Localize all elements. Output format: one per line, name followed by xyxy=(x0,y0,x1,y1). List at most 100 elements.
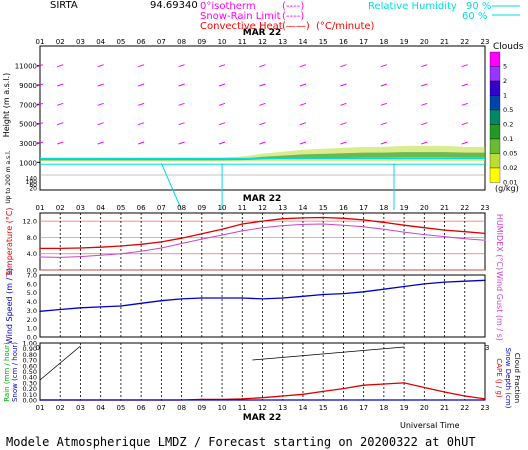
p4-ytick-0.70: 0.70 xyxy=(23,357,37,365)
p2-hour-10: 10 xyxy=(218,204,227,212)
p2-point xyxy=(322,223,324,225)
p1-ytick-11000: 11000 xyxy=(15,63,37,71)
p4-ytick-0.60: 0.60 xyxy=(23,362,37,370)
p1-wind-barb xyxy=(57,141,64,145)
p4-ytick-0.00: 0.00 xyxy=(23,397,37,405)
p1-ytick-low-20: 20 xyxy=(29,186,37,193)
p2-point xyxy=(484,232,486,235)
p2-point xyxy=(201,238,203,240)
p2-hour-18: 18 xyxy=(379,204,388,212)
p4-hour-bottom-13: 13 xyxy=(278,404,287,412)
p3-point xyxy=(120,305,122,307)
p4-hour-bottom-11: 11 xyxy=(238,404,247,412)
p1-wind-barb xyxy=(380,102,388,106)
p4-diag-line-2 xyxy=(252,346,405,361)
p1-wind-barb xyxy=(137,102,145,106)
legend-rh-label: Relative Humidity xyxy=(368,1,457,12)
p1-hour-top-17: 17 xyxy=(359,38,368,46)
p2-point xyxy=(362,226,365,228)
p4-hour-bottom-19: 19 xyxy=(400,404,409,412)
p4-ytick-0.90: 0.90 xyxy=(23,345,37,353)
clouds-legend-title: Clouds xyxy=(493,42,524,52)
p1-wind-barb xyxy=(461,122,468,126)
p1-wind-barb xyxy=(421,83,428,87)
p2-hour-16: 16 xyxy=(339,204,348,212)
legend-snow-rain-sym: (----) xyxy=(282,11,304,22)
header: SIRTA 94.69340 0°isotherm (----) Snow-Ra… xyxy=(50,0,520,32)
p4-date-bottom: MAR 22 xyxy=(243,413,282,423)
p4-point xyxy=(443,391,446,393)
legend-isotherm: 0°isotherm xyxy=(200,1,256,12)
p1-wind-barb xyxy=(340,102,347,106)
p3-series-wind-speed xyxy=(39,279,486,312)
p1-wind-barb xyxy=(340,141,347,145)
p1-wind-barb xyxy=(218,64,226,68)
clouds-legend-level-0.2: 0.2 xyxy=(503,121,513,129)
p2-series-temperature xyxy=(40,216,486,250)
p1-hour-top-14: 14 xyxy=(298,38,307,46)
legend-snow-rain: Snow-Rain Limit xyxy=(200,11,281,22)
model-caption: Modele Atmospherique LMDZ / Forecast sta… xyxy=(6,435,476,449)
p1-wind-barb xyxy=(259,141,266,145)
p2-series-humidex xyxy=(39,223,486,258)
p1-hour-top-11: 11 xyxy=(238,38,247,46)
p2-hour-09: 09 xyxy=(197,204,206,212)
p1-hour-top-02: 02 xyxy=(56,38,65,46)
p2-ytick-8.0: 8.0 xyxy=(27,234,37,242)
p2-hour-02: 02 xyxy=(56,204,65,212)
p2-hour-03: 03 xyxy=(76,204,85,212)
p4-point xyxy=(484,398,486,400)
clouds-legend-swatch-1 xyxy=(489,66,501,82)
p4-ytick-0.10: 0.10 xyxy=(23,391,37,399)
p1-wind-barb xyxy=(178,141,185,145)
p1-wind-barb xyxy=(97,122,104,126)
p3-ytick-0.0: 0.0 xyxy=(27,334,37,342)
clouds-legend-swatch-5 xyxy=(489,124,501,140)
p2-point xyxy=(160,241,163,243)
site-name: SIRTA xyxy=(50,0,78,11)
p2-hour-12: 12 xyxy=(258,204,267,212)
clouds-legend-unit: (g/kg) xyxy=(495,184,519,193)
p1-wind-barb xyxy=(421,122,428,126)
clouds-legend-swatch-8 xyxy=(489,167,501,183)
p1-ytick-7000: 7000 xyxy=(19,101,37,109)
p2-point xyxy=(362,219,365,221)
p4-hour-bottom-08: 08 xyxy=(177,404,186,412)
p2-hour-22: 22 xyxy=(460,204,469,212)
p3-point xyxy=(362,291,365,293)
p4-hour-bottom-04: 04 xyxy=(96,404,105,412)
p2-point xyxy=(79,247,82,249)
clouds-legend: Clouds (g/kg) 5 2 1 0.5 0.2 0.1 0.05 0.02 0.01 xyxy=(489,42,524,193)
p1-wind-barb xyxy=(218,83,226,87)
p3-point xyxy=(160,299,163,302)
p4-ytick-1.00: 1.00 xyxy=(23,340,37,348)
clouds-legend-level-0.05: 0.05 xyxy=(503,150,517,158)
p2-point xyxy=(39,247,41,250)
p1-wind-barb xyxy=(380,141,388,145)
p1-wind-barb xyxy=(178,83,185,87)
p4-hour-bottom-07: 07 xyxy=(157,404,166,412)
p2-point xyxy=(39,256,41,258)
p2-point xyxy=(120,252,122,255)
p1-wind-barb xyxy=(57,122,64,126)
p2-hour-07: 07 xyxy=(157,204,166,212)
p1-frame xyxy=(39,45,486,191)
p3-ytick-1.0: 1.0 xyxy=(27,325,37,333)
p3-ytick-6.0: 6.0 xyxy=(27,280,37,288)
p2-point xyxy=(281,217,284,220)
p1-hour-top-19: 19 xyxy=(400,38,409,46)
p1-date-top: MAR 22 xyxy=(243,28,282,38)
p4-diag-line-1 xyxy=(39,345,81,381)
p4-point xyxy=(241,398,244,400)
p1-hour-top-09: 09 xyxy=(197,38,206,46)
p2-ytick-12.0: 12.0 xyxy=(23,218,37,226)
p2-point xyxy=(403,231,405,233)
p2-hour-15: 15 xyxy=(319,204,328,212)
p1-wind-barb xyxy=(259,64,266,68)
p1-wind-barb xyxy=(36,141,44,145)
p2-point xyxy=(79,255,82,258)
p3-point xyxy=(39,310,41,313)
p4-hour-bottom-02: 02 xyxy=(56,404,65,412)
clouds-legend-swatch-7 xyxy=(489,153,501,169)
p3-ytick-7.0: 7.0 xyxy=(27,272,37,280)
